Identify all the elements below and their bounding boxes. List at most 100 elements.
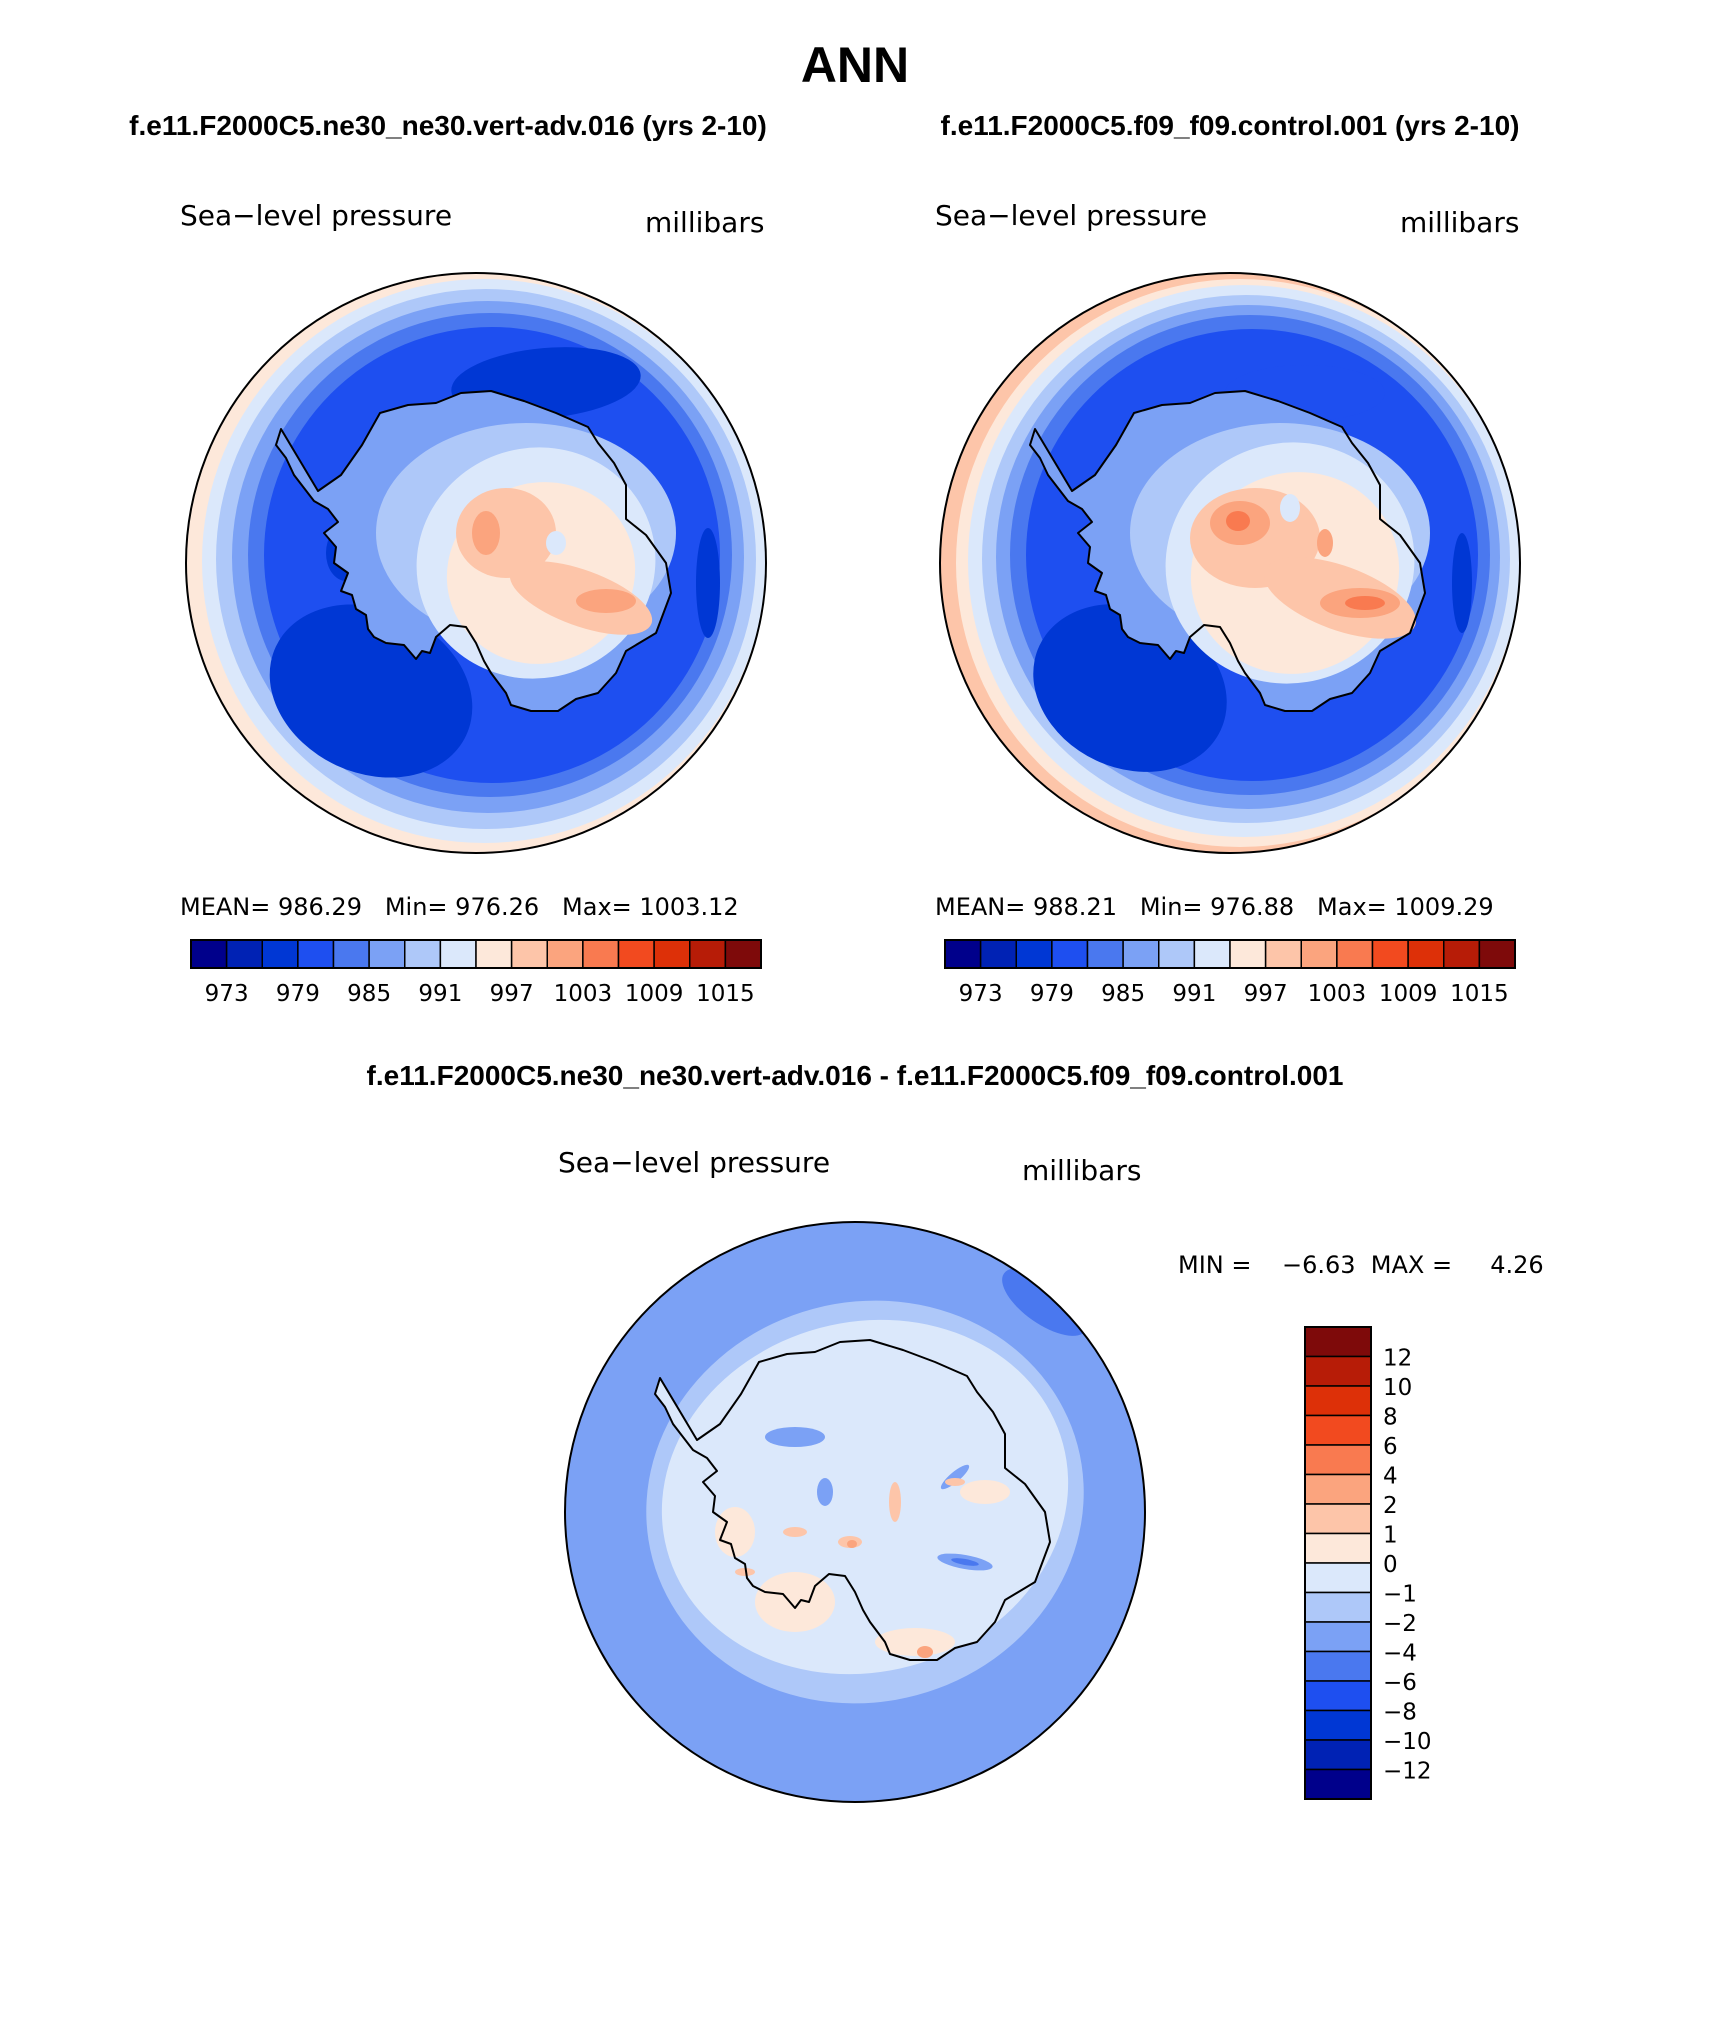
top-left-colorbar-swatch <box>724 939 762 969</box>
top-left-colorbar-swatch <box>475 939 513 969</box>
top-left-colorbar-swatch <box>368 939 406 969</box>
bottom-stats: MIN = −6.63 MAX = 4.26 <box>1178 1251 1544 1279</box>
top-left-panel: Sea−level pressure millibars <box>180 199 767 1007</box>
top-left-variable-label: Sea−level pressure <box>180 199 452 232</box>
top-left-colorbar-swatch <box>617 939 655 969</box>
top-right-colorbar-swatch <box>1478 939 1516 969</box>
bottom-colorbar-swatch <box>1304 1444 1372 1476</box>
top-right-colorbar-tick-label: 979 <box>1030 981 1074 1007</box>
top-right-colorbar-tick-label: 973 <box>959 981 1003 1007</box>
top-left-colorbar-tick-label: 1003 <box>554 981 613 1007</box>
top-right-stats: MEAN= 988.21 Min= 976.88 Max= 1009.29 <box>935 893 1494 921</box>
bottom-colorbar-tick-label: 6 <box>1383 1434 1398 1460</box>
top-right-colorbar-swatch <box>1158 939 1196 969</box>
top-right-colorbar-swatch <box>1051 939 1089 969</box>
bottom-colorbar-swatch <box>1304 1591 1372 1623</box>
top-left-colorbar-tick-label: 991 <box>418 981 462 1007</box>
bottom-polar-map <box>564 1221 1146 1803</box>
top-left-colorbar-swatch <box>297 939 335 969</box>
top-right-colorbar-swatch <box>1015 939 1053 969</box>
top-left-polar-map <box>185 272 767 854</box>
top-right-colorbar-swatch <box>1371 939 1409 969</box>
bottom-case-title: f.e11.F2000C5.ne30_ne30.vert-adv.016 - f… <box>367 1060 1344 1091</box>
bottom-colorbar-tick-label: −1 <box>1383 1582 1417 1608</box>
bottom-colorbar-tick-label: −4 <box>1383 1641 1417 1667</box>
top-left-case-title: f.e11.F2000C5.ne30_ne30.vert-adv.016 (yr… <box>129 110 767 141</box>
top-left-colorbar-tick-label: 1009 <box>625 981 684 1007</box>
bottom-colorbar-swatch <box>1304 1562 1372 1594</box>
top-left-colorbar-swatch <box>404 939 442 969</box>
bottom-colorbar-tick-label: −2 <box>1383 1611 1417 1637</box>
top-right-colorbar-swatch <box>1264 939 1302 969</box>
top-left-colorbar-frame <box>190 939 762 969</box>
top-right-colorbar-swatch <box>1407 939 1445 969</box>
top-right-case-title: f.e11.F2000C5.f09_f09.control.001 (yrs 2… <box>941 110 1520 141</box>
bottom-colorbar-tick-label: 8 <box>1383 1405 1398 1431</box>
top-left-colorbar: 973 979 985 991 997 1003 1009 1015 <box>190 939 762 1007</box>
top-right-colorbar-swatch <box>1336 939 1374 969</box>
bottom-units-label: millibars <box>1022 1154 1141 1187</box>
top-left-colorbar-swatch <box>190 939 228 969</box>
bottom-colorbar-swatch <box>1304 1768 1372 1800</box>
top-right-variable-label: Sea−level pressure <box>935 199 1207 232</box>
bottom-colorbar-tick-label: −12 <box>1383 1759 1432 1785</box>
top-left-colorbar-tick-label: 979 <box>276 981 320 1007</box>
top-left-colorbar-tick-label: 973 <box>205 981 249 1007</box>
top-right-colorbar-tick-label: 1015 <box>1450 981 1509 1007</box>
top-left-stats: MEAN= 986.29 Min= 976.26 Max= 1003.12 <box>180 893 739 921</box>
bottom-colorbar-tick-label: 4 <box>1383 1464 1398 1490</box>
top-left-colorbar-swatch <box>689 939 727 969</box>
bottom-colorbar-swatch <box>1304 1650 1372 1682</box>
bottom-colorbar-swatch <box>1304 1326 1372 1358</box>
top-left-colorbar-tick-label: 997 <box>490 981 534 1007</box>
top-right-colorbar-tick-label: 985 <box>1101 981 1145 1007</box>
top-left-colorbar-swatch <box>510 939 548 969</box>
bottom-colorbar-swatch <box>1304 1414 1372 1446</box>
top-right-colorbar-swatch <box>979 939 1017 969</box>
top-left-colorbar-tick-label: 1015 <box>696 981 755 1007</box>
bottom-colorbar-tick-label: 2 <box>1383 1493 1398 1519</box>
top-left-colorbar-tick-label: 985 <box>347 981 391 1007</box>
top-right-colorbar-swatch <box>1122 939 1160 969</box>
top-right-colorbar-tick-label: 991 <box>1172 981 1216 1007</box>
top-right-colorbar: 973 979 985 991 997 1003 1009 1015 <box>944 939 1516 1007</box>
bottom-colorbar-tick-label: 10 <box>1383 1375 1412 1401</box>
bottom-colorbar-swatch <box>1304 1473 1372 1505</box>
bottom-colorbar-tick-label: 0 <box>1383 1552 1398 1578</box>
top-right-colorbar-frame <box>944 939 1516 969</box>
bottom-colorbar-swatch <box>1304 1355 1372 1387</box>
top-left-colorbar-swatch <box>261 939 299 969</box>
bottom-variable-label: Sea−level pressure <box>558 1146 830 1179</box>
bottom-colorbar-swatch <box>1304 1503 1372 1535</box>
bottom-colorbar-tick-label: −10 <box>1383 1729 1432 1755</box>
bottom-colorbar-swatch <box>1304 1621 1372 1653</box>
top-right-colorbar-tick-label: 997 <box>1244 981 1288 1007</box>
top-right-colorbar-swatch <box>1193 939 1231 969</box>
top-right-colorbar-tick-label: 1009 <box>1379 981 1438 1007</box>
main-title: ANN <box>801 37 909 93</box>
bottom-panel: Sea−level pressure millibars <box>558 1146 1544 1803</box>
bottom-colorbar-swatch <box>1304 1709 1372 1741</box>
top-left-colorbar-swatch <box>332 939 370 969</box>
bottom-colorbar-frame <box>1304 1326 1372 1800</box>
top-right-panel: Sea−level pressure millibars <box>935 199 1521 1007</box>
top-left-colorbar-swatch <box>582 939 620 969</box>
top-right-colorbar-tick-label: 1003 <box>1308 981 1367 1007</box>
top-right-colorbar-swatch <box>1443 939 1481 969</box>
top-right-colorbar-swatch <box>1300 939 1338 969</box>
top-right-colorbar-swatch <box>944 939 982 969</box>
bottom-colorbar-swatch <box>1304 1680 1372 1712</box>
top-right-colorbar-swatch <box>1229 939 1267 969</box>
top-right-polar-map <box>939 272 1521 854</box>
bottom-colorbar-tick-label: 12 <box>1383 1346 1412 1372</box>
top-left-units-label: millibars <box>645 206 764 239</box>
top-left-colorbar-swatch <box>653 939 691 969</box>
top-left-colorbar-swatch <box>225 939 263 969</box>
bottom-colorbar-tick-label: −8 <box>1383 1700 1417 1726</box>
top-left-colorbar-swatch <box>546 939 584 969</box>
bottom-colorbar-swatch <box>1304 1739 1372 1771</box>
bottom-colorbar-swatch <box>1304 1532 1372 1564</box>
bottom-colorbar-tick-label: −6 <box>1383 1670 1417 1696</box>
bottom-colorbar-tick-label: 1 <box>1383 1523 1398 1549</box>
